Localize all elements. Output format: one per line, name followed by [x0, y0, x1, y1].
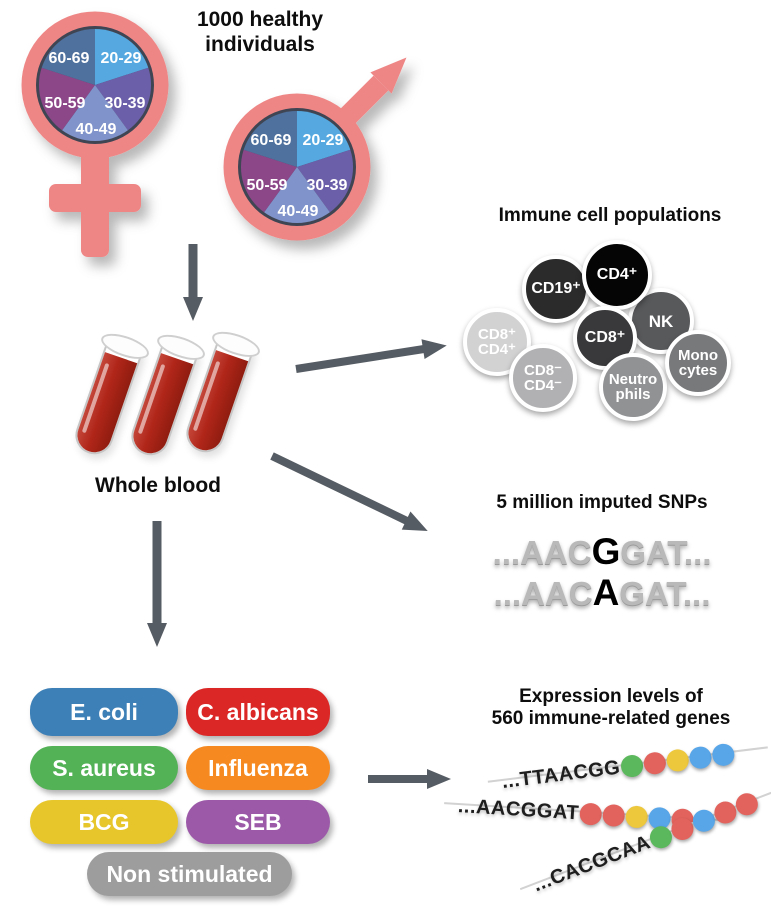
male-ring — [223, 93, 371, 241]
whole-blood-label: Whole blood — [95, 474, 221, 497]
pill-label: SEB — [234, 808, 282, 835]
pie-slice-20-29 — [95, 28, 149, 86]
age-label: 40-49 — [278, 203, 319, 220]
age-label: 40-49 — [76, 121, 117, 138]
snp-sequence-1: ...AACGGAT... — [440, 531, 764, 573]
cell-circle-monocytes: Mono cytes — [665, 330, 731, 396]
age-label: 60-69 — [251, 132, 292, 149]
arrow-blood-to-snps — [270, 452, 428, 531]
female-symbol: 20-29 30-39 40-49 50-59 60-69 — [21, 11, 169, 257]
immune-cells-title: Immune cell populations — [498, 205, 722, 226]
male-age-pie: 20-29 30-39 40-49 50-59 60-69 — [240, 110, 354, 223]
stimulus-pill-calbicans: C. albicans — [186, 688, 330, 736]
age-label: 30-39 — [105, 95, 146, 112]
flow-arrows — [147, 244, 451, 789]
sequence-text: GAT... — [620, 534, 712, 571]
pie-slice-30-39 — [95, 67, 152, 131]
pie-slice-60-69 — [243, 110, 297, 167]
pill-label: E. coli — [70, 698, 138, 725]
cell-circle-cd8neg-cd4neg: CD8⁻ CD4⁻ — [509, 344, 577, 412]
cell-circle-neutrophils: Neutro phils — [599, 353, 667, 421]
cell-label: Neutro phils — [608, 371, 658, 403]
expression-dot-yellow — [665, 748, 691, 773]
expression-dot-yellow — [625, 805, 649, 829]
pill-label: Non stimulated — [106, 860, 273, 887]
female-cross-horizontal — [49, 184, 141, 212]
stimulus-pill-influenza: Influenza — [186, 746, 330, 790]
female-ring — [21, 11, 169, 159]
sequence-text: GAT... — [619, 575, 711, 612]
snp-allele: A — [592, 572, 620, 613]
expression-dot-green — [619, 753, 645, 779]
cell-circle-cd4: CD4⁺ — [582, 240, 652, 310]
pill-label: BCG — [78, 808, 130, 835]
cell-label: CD8⁺ CD4⁺ — [478, 326, 516, 358]
female-age-pie: 20-29 30-39 40-49 50-59 60-69 — [38, 28, 152, 141]
expression-dot-blue — [711, 742, 736, 768]
sequence-text: ...AACGGAT — [457, 794, 580, 824]
stimulus-pill-saureus: S. aureus — [30, 746, 178, 790]
cell-label: Mono cytes — [678, 347, 718, 379]
male-symbol: 20-29 30-39 40-49 50-59 60-69 — [223, 57, 407, 241]
stimulus-pill-bcg: BCG — [30, 800, 178, 844]
pill-label: C. albicans — [197, 698, 319, 725]
pie-slice-50-59 — [38, 67, 95, 131]
cell-label: CD4⁺ — [596, 266, 638, 283]
expression-dot-blue — [688, 745, 713, 770]
stimulus-pill-ecoli: E. coli — [30, 688, 178, 736]
age-label: 30-39 — [307, 177, 348, 194]
cell-label: NK — [648, 311, 674, 331]
expression-dot-red — [579, 802, 603, 826]
cell-label: CD8⁻ CD4⁻ — [524, 362, 562, 394]
cohort-title: 1000 healthy individuals — [196, 8, 324, 56]
expression-dot-red — [602, 803, 626, 828]
pie-slice-50-59 — [240, 149, 297, 213]
cell-label: CD8⁺ — [584, 329, 626, 346]
arrow-blood-to-cells — [295, 339, 447, 373]
sequence-text: ...AAC — [493, 575, 593, 612]
sequence-text: ...AAC — [492, 534, 592, 571]
pill-label: S. aureus — [52, 754, 156, 781]
pill-label: Influenza — [208, 754, 308, 781]
age-label: 20-29 — [303, 132, 344, 149]
pie-slice-60-69 — [41, 28, 95, 86]
age-label: 60-69 — [49, 50, 90, 67]
pie-slice-30-39 — [297, 149, 354, 213]
age-label: 50-59 — [45, 95, 86, 112]
pie-slice-40-49 — [62, 85, 128, 141]
age-label: 20-29 — [101, 50, 142, 67]
snps-title: 5 million imputed SNPs — [496, 492, 708, 513]
stimulus-pill-nonstimulated: Non stimulated — [87, 852, 292, 896]
age-label: 50-59 — [247, 177, 288, 194]
expression-dot-red — [642, 750, 668, 776]
snp-sequence-2: ...AACAGAT... — [440, 572, 764, 614]
pie-slice-20-29 — [297, 110, 351, 167]
cell-circle-cd19: CD19⁺ — [522, 255, 590, 323]
expression-title: Expression levels of 560 immune-related … — [491, 686, 731, 730]
snp-allele: G — [591, 531, 621, 572]
pie-slice-40-49 — [264, 167, 330, 223]
cell-label: CD19⁺ — [531, 280, 581, 297]
stimulus-pill-seb: SEB — [186, 800, 330, 844]
